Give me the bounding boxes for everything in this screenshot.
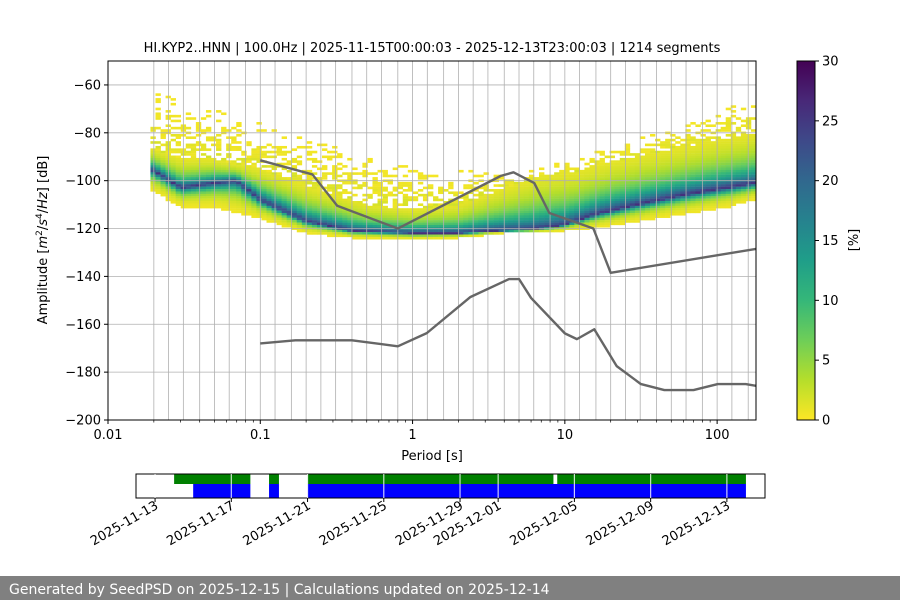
colorbar [796, 60, 816, 421]
timeline-frame [135, 473, 766, 499]
noise-model-lines [259, 159, 756, 392]
colorbar-tick-label: 25 [822, 114, 839, 129]
colorbar-tick-label: 10 [822, 294, 839, 309]
y-axis-ticks: −60 −80 −100 −120 −140 −160 −180 −200 [65, 78, 108, 429]
noise-model-nlnm [260, 277, 756, 392]
x-tick-label: 100 [705, 428, 730, 443]
x-tick-label: 0.01 [94, 428, 123, 443]
chart-title: HI.KYP2..HNN | 100.0Hz | 2025-11-15T00:0… [144, 41, 721, 56]
timeline-date-label: 2025-11-13 [88, 498, 161, 549]
y-tick-label: −60 [74, 78, 101, 93]
available-data-span [269, 474, 279, 484]
timeline-date-label: 2025-12-13 [660, 498, 733, 549]
x-tick-label: 1 [408, 428, 416, 443]
noise-model-nhnm [259, 159, 756, 275]
y-tick-label: −160 [65, 318, 101, 333]
footer-bar: Generated by SeedPSD on 2025-12-15 | Cal… [0, 576, 900, 600]
available-data-span [557, 474, 746, 484]
x-axis-label: Period [s] [401, 449, 463, 464]
data-availability-timeline [174, 474, 746, 498]
colorbar-label: [%] [847, 229, 862, 252]
psd-heatmap [150, 93, 756, 240]
available-data-span [307, 474, 554, 484]
y-tick-label: −80 [74, 126, 101, 141]
y-tick-label: −200 [65, 414, 101, 429]
y-tick-label: −180 [65, 366, 101, 381]
y-tick-label: −120 [65, 222, 101, 237]
x-axis-ticks: 0.01 0.1 1 10 100 [94, 420, 730, 443]
x-tick-label: 10 [557, 428, 574, 443]
colorbar-tick-label: 0 [822, 414, 830, 429]
colorbar-ticks: 0 5 10 15 20 25 30 [815, 55, 839, 429]
used-data-span [269, 484, 279, 498]
timeline-date-label: 2025-11-17 [164, 498, 237, 549]
y-tick-label: −100 [65, 174, 101, 189]
used-data-span [193, 484, 251, 498]
colorbar-tick-label: 20 [822, 174, 839, 189]
timeline-date-label: 2025-11-21 [241, 498, 314, 549]
period-gridlines [153, 61, 749, 420]
available-data-span [174, 474, 251, 484]
timeline-date-label: 2025-11-25 [317, 498, 390, 549]
timeline-date-label: 2025-12-05 [507, 498, 580, 549]
x-tick-label: 0.1 [250, 428, 271, 443]
y-tick-label: −140 [65, 270, 101, 285]
y-axis-label: Amplitude [m2/s4/Hz] [dB] [35, 156, 51, 325]
footer-text: Generated by SeedPSD on 2025-12-15 | Cal… [9, 582, 550, 598]
amplitude-gridlines [108, 84, 756, 373]
timeline-date-label: 2025-12-09 [584, 498, 657, 549]
colorbar-tick-label: 5 [822, 354, 830, 369]
used-data-span [307, 484, 746, 498]
colorbar-tick-label: 30 [822, 55, 839, 70]
colorbar-tick-label: 15 [822, 234, 839, 249]
plot-frame [107, 60, 757, 421]
